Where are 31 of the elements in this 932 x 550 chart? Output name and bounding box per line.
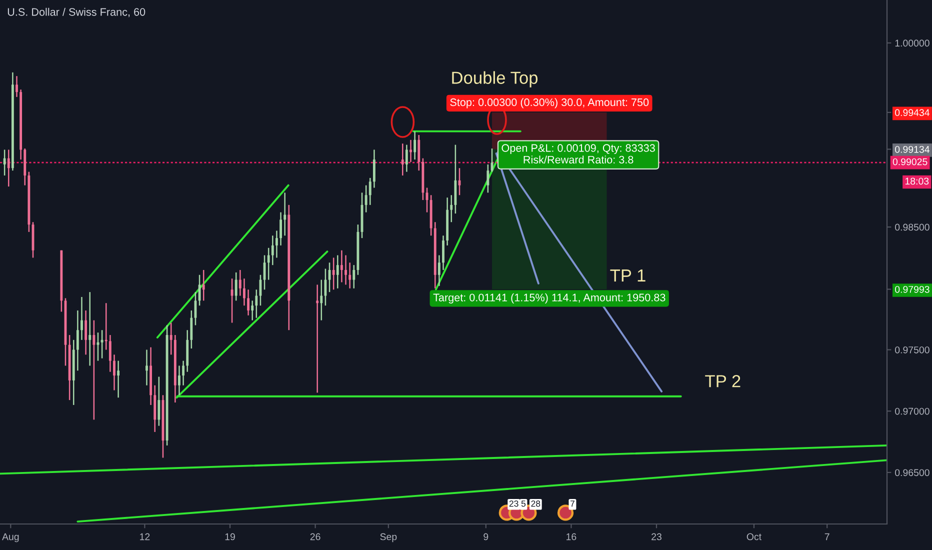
x-tick-label: Sep (380, 533, 397, 542)
annotation: TP 1 (610, 270, 646, 282)
x-tick-label: 7 (824, 533, 830, 540)
annotation: 28 (531, 500, 540, 507)
annotation: Open P&L: 0.00109, Qty: 83333 Risk/Reward Ratio: 3.8 (502, 144, 655, 164)
x-tick-label: 23 (652, 533, 662, 540)
annotation: 5 (521, 500, 526, 507)
text: U.S. Dollar / Swiss Franc, 60 (8, 8, 146, 18)
x-tick-label: 26 (310, 533, 320, 540)
y-tick-label: 0.99134 (895, 146, 930, 153)
annotation: 7 (570, 500, 574, 507)
y-tick-label: 0.97993 (895, 286, 930, 293)
x-tick-label: 12 (140, 533, 150, 540)
y-tick-label: 1.00000 (895, 40, 930, 47)
x-tick-label: 19 (225, 533, 235, 540)
annotation: Double Top (452, 71, 538, 88)
y-tick-label: 0.97000 (895, 408, 930, 415)
x-tick-label: 9 (484, 533, 488, 540)
ref-line-label: 0.99025 (892, 158, 928, 166)
y-tick-label: 0.99434 (895, 109, 930, 116)
annotation: 23 (509, 500, 518, 507)
annotation: TP 2 (705, 375, 740, 388)
x-tick-label: 16 (566, 533, 576, 540)
annotation: Target: 0.01141 (1.15%) 114.1, Amount: 1950.83 (433, 293, 666, 304)
y-tick-label: 0.97500 (895, 346, 930, 354)
y-tick-label: 0.96500 (895, 469, 930, 476)
text: 18:03 (905, 178, 929, 185)
annotation: Stop: 0.00300 (0.30%) 30.0, Amount: 750 (450, 98, 649, 108)
x-tick-label: Aug (2, 533, 19, 542)
y-tick-label: 0.98500 (895, 224, 930, 231)
x-tick-label: Oct (746, 533, 762, 540)
